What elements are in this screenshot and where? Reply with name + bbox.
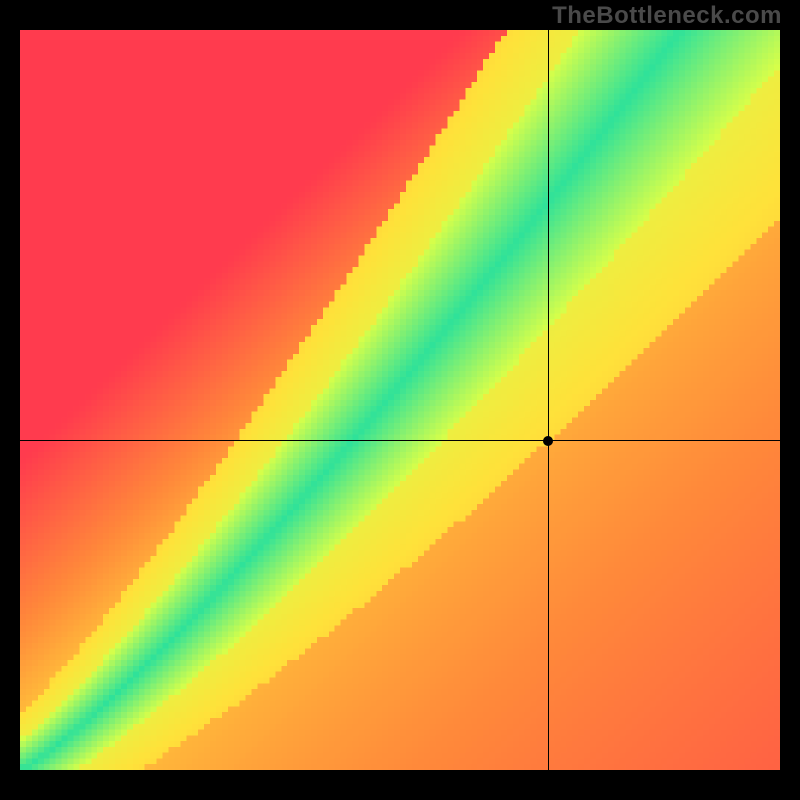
crosshair-marker — [543, 436, 553, 446]
plot-area — [20, 30, 780, 770]
figure-root: TheBottleneck.com — [0, 0, 800, 800]
crosshair-vertical — [548, 30, 549, 770]
crosshair-horizontal — [20, 440, 780, 441]
heatmap-canvas — [20, 30, 780, 770]
watermark-text: TheBottleneck.com — [552, 2, 782, 30]
